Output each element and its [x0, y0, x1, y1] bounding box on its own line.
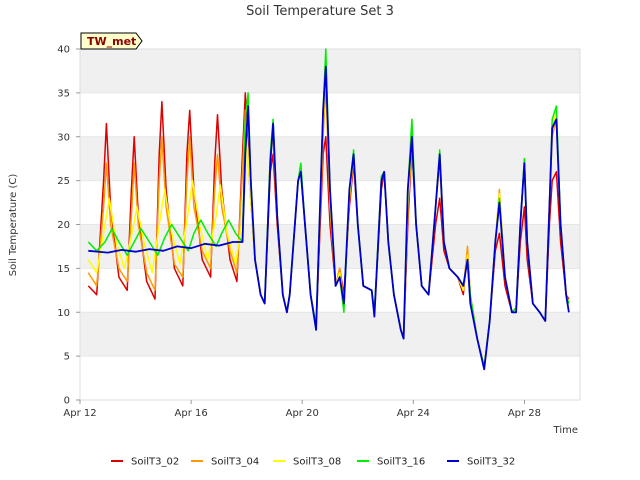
legend-label: SoilT3_08 — [293, 457, 341, 468]
x-tick-label: Apr 28 — [508, 408, 541, 419]
y-tick-label: 5 — [64, 352, 70, 363]
station-badge-box — [80, 32, 143, 50]
y-tick-label: 10 — [57, 308, 70, 319]
grid-band — [80, 312, 580, 357]
x-tick-label: Apr 12 — [63, 408, 96, 419]
y-tick-label: 40 — [57, 45, 70, 56]
y-tick-label: 25 — [57, 176, 70, 187]
chart-title: Soil Temperature Set 3 — [246, 4, 394, 19]
grid-band — [80, 268, 580, 313]
y-axis-label: Soil Temperature (C) — [8, 174, 19, 277]
y-tick-label: 15 — [57, 264, 70, 275]
y-tick-label: 0 — [64, 396, 70, 407]
legend-label: SoilT3_32 — [467, 457, 515, 468]
y-tick-label: 35 — [57, 88, 70, 99]
grid-band — [80, 92, 580, 137]
x-tick-label: Apr 24 — [397, 408, 430, 419]
series-line-soilt3_32 — [88, 65, 570, 371]
y-tick-label: 30 — [57, 132, 70, 143]
legend-label: SoilT3_04 — [211, 457, 259, 468]
station-badge-label: TW_met — [87, 35, 136, 48]
legend: SoilT3_02 SoilT3_04 SoilT3_08 SoilT3_16 Soil… — [111, 457, 515, 468]
x-axis-ticks: Apr 12 Apr 16 Apr 20 Apr 24 Apr 28 — [63, 400, 541, 419]
y-axis-ticks: 0 5 10 15 20 25 30 35 40 — [57, 45, 80, 407]
x-axis-label: Time — [553, 425, 578, 436]
grid-band — [80, 356, 580, 400]
legend-label: SoilT3_16 — [377, 457, 425, 468]
grid-band — [80, 49, 580, 93]
x-tick-label: Apr 20 — [286, 408, 319, 419]
station-badge: TW_met — [80, 32, 143, 50]
series-lines — [87, 48, 570, 371]
y-tick-label: 20 — [57, 220, 70, 231]
legend-label: SoilT3_02 — [131, 457, 179, 468]
x-tick-label: Apr 16 — [175, 408, 208, 419]
